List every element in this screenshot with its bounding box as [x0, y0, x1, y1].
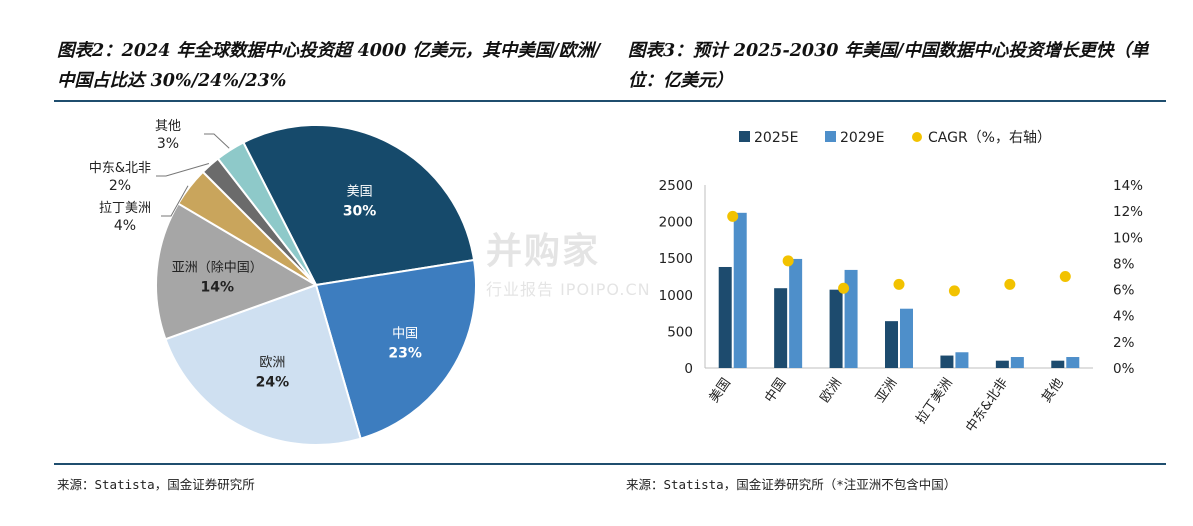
y2-tick-label: 4% [1113, 309, 1135, 325]
cagr-point [1059, 271, 1071, 282]
x-tick-label: 亚洲 [873, 376, 900, 406]
y2-tick-label: 12% [1113, 204, 1143, 220]
cagr-point [1004, 278, 1016, 290]
pie-leader-line [161, 185, 189, 217]
pie-slice-percent: 24% [256, 375, 290, 391]
pie-slice-label: 拉丁美洲 [99, 201, 151, 216]
pie-slice-label: 中东&北非 [89, 161, 151, 176]
bar-2029E [1066, 357, 1080, 368]
y-tick-label: 2500 [659, 178, 693, 194]
watermark-main: 并购家 [486, 231, 601, 272]
y2-tick-label: 0% [1113, 361, 1135, 377]
y-tick-label: 1500 [659, 251, 693, 267]
bar-2025E [995, 360, 1009, 368]
watermark-sub: 行业报告 IPOIPO.CN [486, 280, 651, 299]
y2-tick-label: 14% [1113, 178, 1143, 194]
pie-slice [216, 141, 317, 286]
legend-swatch [739, 131, 750, 142]
pie-slice-percent: 30% [343, 203, 377, 219]
bar-2025E [940, 355, 954, 368]
pie-slice-percent: 23% [388, 346, 422, 362]
legend-swatch [825, 131, 836, 142]
cagr-point [782, 255, 794, 267]
bar-2029E [955, 352, 969, 368]
bar-2025E [774, 288, 788, 368]
y-tick-label: 0 [684, 361, 693, 377]
cagr-point [727, 210, 739, 222]
y2-tick-label: 6% [1113, 283, 1135, 299]
right-chart-title: 图表3：预计 2025-2030 年美国/中国数据中心投资增长更快（单位：亿美元… [628, 41, 1149, 91]
y-tick-label: 2000 [659, 215, 693, 231]
pie-slice-label: 中国 [392, 327, 418, 342]
header-divider [54, 100, 1166, 102]
cagr-point [948, 285, 960, 297]
pie-leader-line [156, 163, 210, 177]
pie-slice [242, 124, 476, 287]
footer-divider [54, 463, 1166, 465]
left-source-note: 来源：Statista，国金证券研究所 [57, 477, 255, 492]
cagr-point [893, 278, 905, 290]
y-tick-label: 500 [667, 324, 693, 340]
bar-2025E [718, 266, 732, 368]
pie-slice-percent: 2% [109, 178, 131, 194]
pie-leader-line [204, 133, 230, 149]
pie-slice-label: 亚洲（除中国） [172, 261, 263, 276]
x-tick-label: 中国 [762, 376, 789, 406]
pie-slice [314, 258, 477, 440]
legend-label: 2029E [840, 130, 884, 146]
x-tick-label: 美国 [707, 376, 734, 406]
legend-swatch [912, 132, 922, 142]
pie-slice [164, 283, 362, 446]
x-tick-label: 其他 [1039, 376, 1066, 406]
bar-2029E [1010, 357, 1024, 368]
pie-chart: 美国 30% 中国 23% 欧洲 24% 亚洲（除中国） 14% 拉丁美洲 4% 中东&北非 2% 其他… [89, 119, 477, 446]
cagr-point [838, 282, 850, 294]
pie-slice-percent: 4% [114, 218, 136, 234]
y2-tick-label: 2% [1113, 335, 1135, 351]
bar-2029E [733, 212, 747, 368]
pie-slice-label: 其他 [155, 119, 181, 134]
pie-slice-label: 欧洲 [259, 356, 285, 371]
pie-slice-percent: 14% [200, 280, 234, 296]
left-chart-title: 图表2：2024 年全球数据中心投资超 4000 亿美元，其中美国/欧洲/中国占… [57, 41, 601, 91]
y-tick-label: 1000 [659, 288, 693, 304]
pie-slice-label: 美国 [347, 184, 373, 199]
watermark: 并购家 行业报告 IPOIPO.CN [486, 222, 706, 300]
bar-2029E [789, 258, 803, 368]
bar-chart: 0 500 1000 1500 2000 2500 0% 2% 4% 6% 8% 10% 12% 14% 美… [659, 130, 1144, 436]
x-tick-label: 欧洲 [818, 376, 845, 406]
y2-tick-label: 8% [1113, 256, 1135, 272]
right-source-note: 来源：Statista，国金证券研究所（*注亚洲不包含中国） [626, 477, 957, 492]
bar-2025E [885, 321, 898, 368]
legend-label: 2025E [754, 130, 798, 146]
x-tick-label: 拉丁美洲 [914, 376, 956, 427]
x-tick-label: 中东&北非 [963, 376, 1011, 436]
legend-label: CAGR（%，右轴） [928, 130, 1051, 146]
bar-2025E [829, 289, 843, 368]
bar-2029E [900, 308, 913, 368]
bar-2029E [844, 269, 858, 368]
y2-tick-label: 10% [1113, 230, 1143, 246]
bar-2025E [1051, 360, 1065, 368]
pie-slice-percent: 3% [157, 136, 179, 152]
